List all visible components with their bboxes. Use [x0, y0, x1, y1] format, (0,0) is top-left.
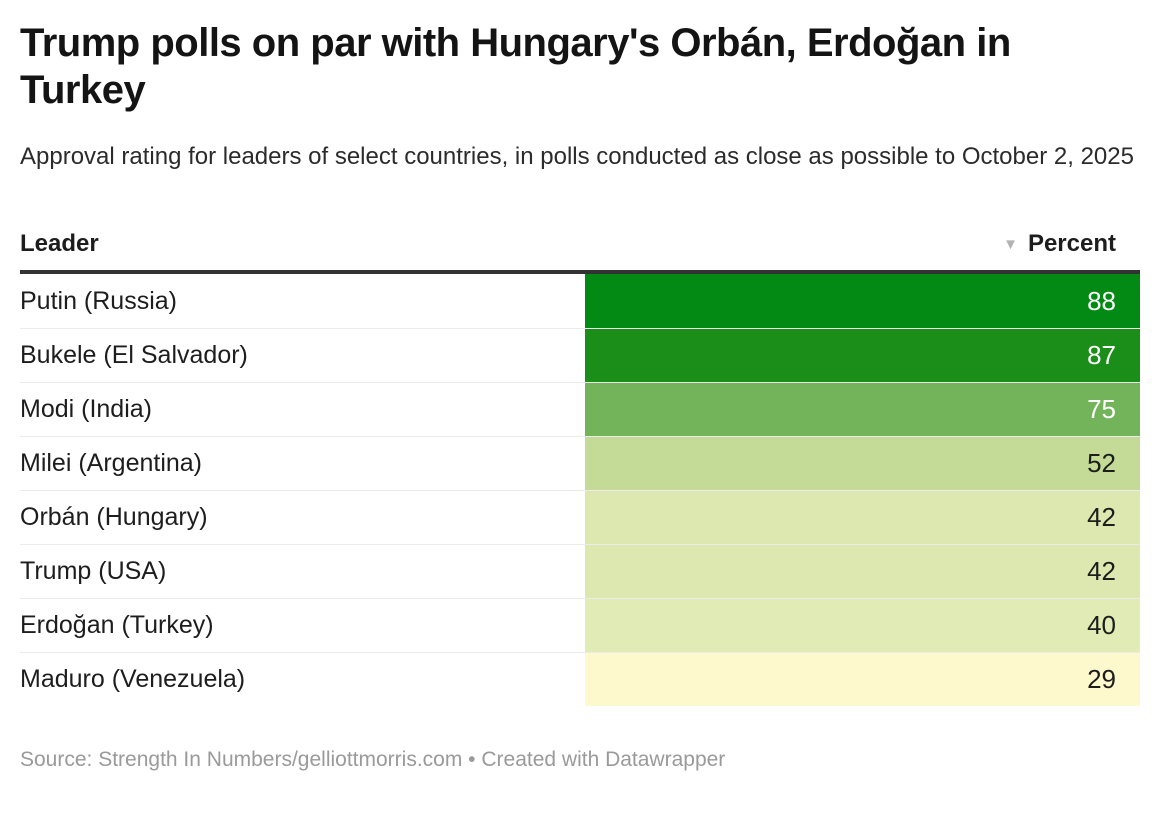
table-row: Erdoğan (Turkey) 40: [20, 598, 1140, 653]
leader-cell: Milei (Argentina): [20, 437, 585, 491]
table-row: Milei (Argentina) 52: [20, 436, 1140, 491]
percent-cell: 40: [585, 599, 1140, 653]
source-line: Source: Strength In Numbers/gelliottmorr…: [20, 748, 726, 772]
table-row: Bukele (El Salvador) 87: [20, 328, 1140, 383]
leader-cell: Orbán (Hungary): [20, 491, 585, 545]
table-header: Leader ▼ Percent: [20, 230, 1140, 275]
percent-cell: 88: [585, 274, 1140, 329]
percent-cell: 42: [585, 545, 1140, 599]
leader-cell: Putin (Russia): [20, 274, 585, 329]
chart-title: Trump polls on par with Hungary's Orbán,…: [20, 21, 1011, 113]
table-row: Maduro (Venezuela) 29: [20, 652, 1140, 707]
table-row: Putin (Russia) 88: [20, 274, 1140, 329]
sort-desc-icon: ▼: [1003, 235, 1018, 253]
leader-cell: Modi (India): [20, 383, 585, 437]
leader-cell: Erdoğan (Turkey): [20, 599, 585, 653]
column-header-percent-label: Percent: [1027, 230, 1116, 258]
percent-cell: 42: [585, 491, 1140, 545]
column-header-leader[interactable]: Leader: [20, 230, 99, 258]
column-header-percent[interactable]: ▼ Percent: [1003, 230, 1140, 258]
chart-subtitle: Approval rating for leaders of select co…: [20, 143, 1134, 171]
table-row: Trump (USA) 42: [20, 544, 1140, 599]
leader-cell: Trump (USA): [20, 545, 585, 599]
table-body: Putin (Russia) 88 Bukele (El Salvador) 8…: [20, 274, 1140, 707]
percent-cell: 75: [585, 383, 1140, 437]
percent-cell: 52: [585, 437, 1140, 491]
leader-cell: Maduro (Venezuela): [20, 653, 585, 707]
table-row: Orbán (Hungary) 42: [20, 490, 1140, 545]
percent-cell: 87: [585, 329, 1140, 383]
percent-cell: 29: [585, 653, 1140, 707]
leader-cell: Bukele (El Salvador): [20, 329, 585, 383]
table-row: Modi (India) 75: [20, 382, 1140, 437]
